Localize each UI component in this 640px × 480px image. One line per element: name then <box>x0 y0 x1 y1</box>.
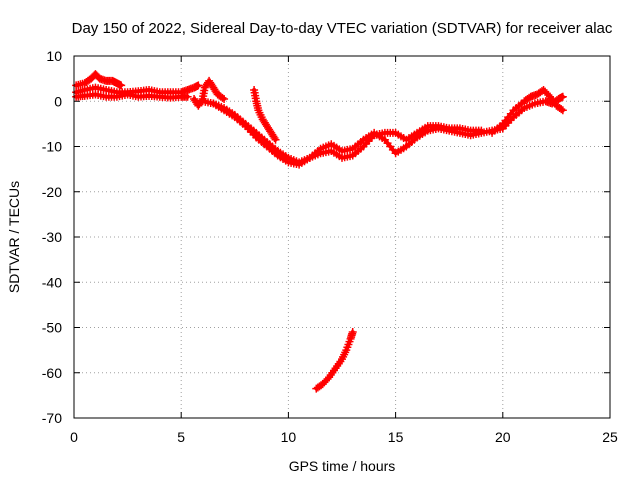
series-rise-20-22h-b <box>498 92 567 133</box>
data-point <box>348 328 357 337</box>
series-spike-8-5h <box>250 85 280 144</box>
y-tick-label: -60 <box>42 365 62 381</box>
data-point <box>271 135 280 144</box>
series-outlier-low <box>312 328 357 393</box>
series-early-main <box>72 81 203 97</box>
y-tick-label: 10 <box>46 48 62 64</box>
series-early-low <box>72 90 192 102</box>
y-tick-label: -20 <box>42 184 62 200</box>
x-tick-label: 15 <box>388 429 404 445</box>
y-tick-label: -50 <box>42 320 62 336</box>
y-tick-label: -40 <box>42 274 62 290</box>
tick-marks <box>73 55 611 419</box>
series-decline-b <box>209 99 507 169</box>
y-tick-label: -30 <box>42 229 62 245</box>
x-tick-label: 25 <box>602 429 618 445</box>
series-decline-a <box>198 97 486 167</box>
data-point <box>220 94 229 103</box>
y-axis-label: SDTVAR / TECUs <box>6 181 22 293</box>
x-tick-label: 5 <box>177 429 185 445</box>
x-tick-label: 20 <box>495 429 511 445</box>
x-tick-label: 0 <box>70 429 78 445</box>
y-tick-label: -70 <box>42 410 62 426</box>
series-bump-6h <box>190 76 229 110</box>
tick-labels: 0 5 10 15 20 25 10 0 -10 -20 -30 -40 -50 -60 -70 <box>42 48 618 445</box>
series-rise-20-22h <box>488 85 567 137</box>
data-point <box>194 81 203 90</box>
y-tick-label: 0 <box>54 93 62 109</box>
data-point <box>218 93 227 102</box>
data-point <box>558 92 567 101</box>
x-axis-label: GPS time / hours <box>289 458 396 474</box>
y-tick-label: -10 <box>42 139 62 155</box>
data-point <box>557 105 566 114</box>
chart-title: Day 150 of 2022, Sidereal Day-to-day VTE… <box>72 20 613 37</box>
series-line <box>314 330 355 391</box>
data-point <box>270 134 279 143</box>
series-early-high <box>72 70 126 90</box>
data-point <box>183 92 192 101</box>
x-tick-label: 10 <box>281 429 297 445</box>
data-point <box>117 81 126 90</box>
grid <box>74 56 610 418</box>
data-point <box>558 106 567 115</box>
data-marks <box>72 70 567 393</box>
